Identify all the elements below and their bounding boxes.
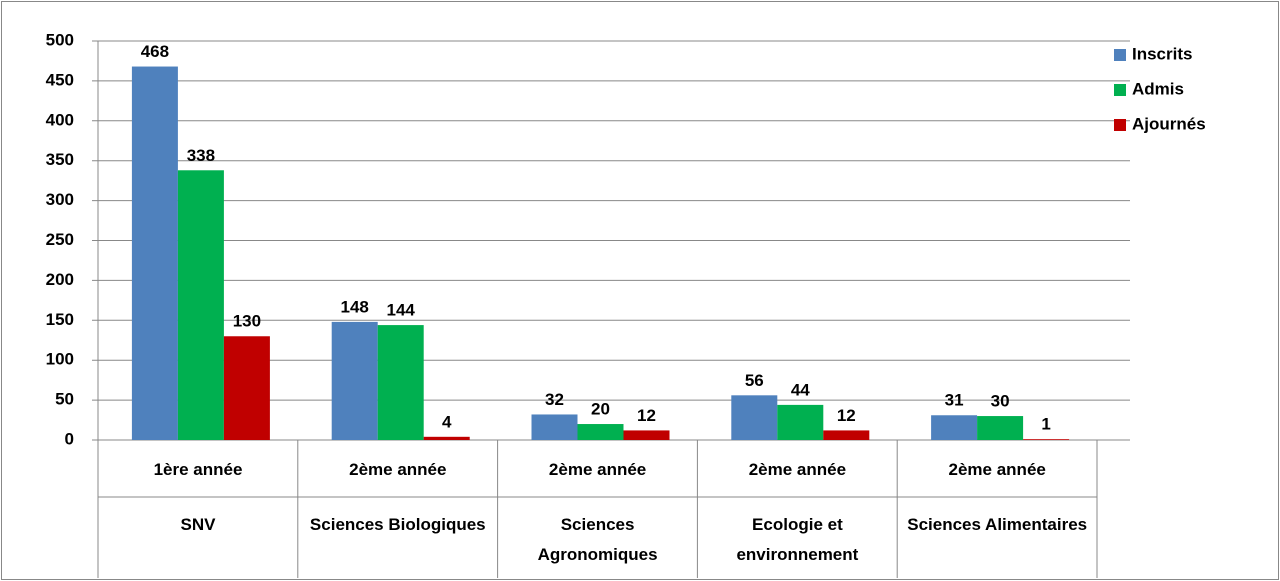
y-tick-label: 350 — [46, 150, 74, 169]
y-tick-label: 50 — [55, 390, 74, 409]
category-sublabel: Sciences Agronomiques — [537, 515, 658, 564]
y-tick-label: 250 — [46, 230, 74, 249]
bar — [423, 436, 470, 440]
category-label: 2ème année — [748, 460, 847, 479]
data-label: 148 — [341, 297, 369, 316]
legend-swatch — [1114, 49, 1126, 61]
data-label: 44 — [791, 380, 810, 399]
bar — [331, 321, 378, 440]
bar — [177, 170, 224, 440]
data-label: 144 — [387, 301, 416, 320]
y-tick-label: 450 — [46, 70, 74, 89]
legend-label: Inscrits — [1132, 44, 1192, 63]
data-label: 130 — [233, 312, 261, 331]
data-label: 338 — [187, 146, 215, 165]
bar — [823, 430, 870, 440]
category-sublabel: Sciences Biologiques — [309, 515, 486, 534]
bar — [623, 430, 670, 440]
data-label: 1 — [1041, 415, 1050, 434]
data-label: 32 — [545, 390, 564, 409]
bar — [777, 404, 824, 440]
bar — [1023, 439, 1070, 440]
category-label: 1ère année — [153, 460, 243, 479]
category-label: 2ème année — [948, 460, 1046, 479]
category-label: 2ème année — [349, 460, 447, 479]
y-tick-label: 150 — [46, 310, 74, 329]
bar — [377, 325, 424, 440]
legend-swatch — [1114, 84, 1126, 96]
bar — [931, 415, 978, 440]
bar — [731, 395, 778, 440]
bar — [977, 416, 1024, 440]
category-sublabel: SNV — [180, 515, 216, 534]
bar — [131, 66, 178, 440]
category-sublabel: Sciences Alimentaires — [907, 515, 1088, 534]
y-tick-label: 200 — [46, 270, 74, 289]
y-tick-label: 400 — [46, 110, 74, 129]
y-tick-label: 0 — [65, 429, 74, 448]
category-label: 2ème année — [548, 460, 647, 479]
data-label: 30 — [991, 392, 1010, 411]
data-label: 468 — [141, 42, 169, 61]
data-label: 12 — [837, 406, 856, 425]
data-label: 31 — [945, 391, 964, 410]
data-label: 56 — [745, 371, 764, 390]
data-label: 12 — [637, 406, 656, 425]
data-label: 4 — [442, 412, 452, 431]
bar — [577, 424, 624, 440]
y-tick-label: 100 — [46, 350, 74, 369]
legend-swatch — [1114, 119, 1126, 131]
category-sublabel: Ecologie et environnement — [736, 515, 859, 564]
legend-label: Admis — [1132, 79, 1184, 98]
data-label: 20 — [591, 400, 610, 419]
y-tick-label: 500 — [46, 30, 74, 49]
legend-label: Ajournés — [1132, 114, 1206, 133]
bar — [531, 414, 578, 440]
bar — [223, 336, 270, 440]
y-tick-label: 300 — [46, 190, 74, 209]
